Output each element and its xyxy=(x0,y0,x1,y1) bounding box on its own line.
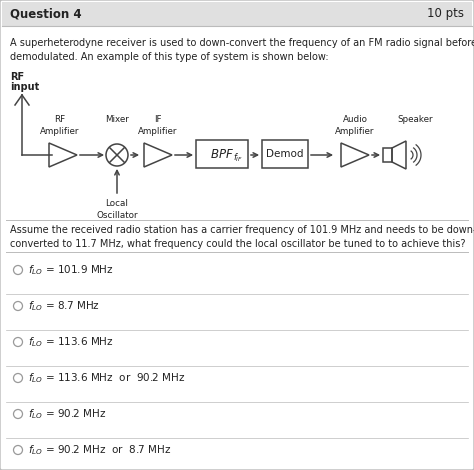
Text: Question 4: Question 4 xyxy=(10,8,82,21)
Text: $f_{LO}$ = 113.6 MHz: $f_{LO}$ = 113.6 MHz xyxy=(28,335,114,349)
Text: 10 pts: 10 pts xyxy=(427,8,464,21)
Bar xyxy=(383,148,392,162)
Bar xyxy=(196,140,248,168)
Text: Speaker: Speaker xyxy=(397,115,433,124)
Text: input: input xyxy=(10,82,39,92)
Text: $f_{LO}$ = 101.9 MHz: $f_{LO}$ = 101.9 MHz xyxy=(28,263,114,277)
Bar xyxy=(262,140,308,168)
Text: Audio
Amplifier: Audio Amplifier xyxy=(335,115,375,136)
Text: Assume the received radio station has a carrier frequency of 101.9 MHz and needs: Assume the received radio station has a … xyxy=(10,225,474,235)
Text: Mixer: Mixer xyxy=(105,115,129,124)
Text: RF
Amplifier: RF Amplifier xyxy=(40,115,80,136)
Text: $f_{IF}$: $f_{IF}$ xyxy=(233,152,243,164)
Text: converted to 11.7 MHz, what frequency could the local oscillator be tuned to to : converted to 11.7 MHz, what frequency co… xyxy=(10,239,465,249)
Text: $f_{LO}$ = 113.6 MHz  or  90.2 MHz: $f_{LO}$ = 113.6 MHz or 90.2 MHz xyxy=(28,371,186,385)
Text: A superheterodyne receiver is used to down-convert the frequency of an FM radio : A superheterodyne receiver is used to do… xyxy=(10,38,474,48)
Text: demodulated. An example of this type of system is shown below:: demodulated. An example of this type of … xyxy=(10,52,328,62)
Text: RF: RF xyxy=(10,72,24,82)
Bar xyxy=(2,2,472,26)
Text: $f_{LO}$ = 8.7 MHz: $f_{LO}$ = 8.7 MHz xyxy=(28,299,100,313)
Text: IF
Amplifier: IF Amplifier xyxy=(138,115,178,136)
Text: Local
Oscillator: Local Oscillator xyxy=(96,199,138,220)
Text: Demod: Demod xyxy=(266,149,304,159)
Text: $f_{LO}$ = 90.2 MHz: $f_{LO}$ = 90.2 MHz xyxy=(28,407,107,421)
Text: $f_{LO}$ = 90.2 MHz  or  8.7 MHz: $f_{LO}$ = 90.2 MHz or 8.7 MHz xyxy=(28,443,172,457)
Text: $BPF$: $BPF$ xyxy=(210,148,234,160)
